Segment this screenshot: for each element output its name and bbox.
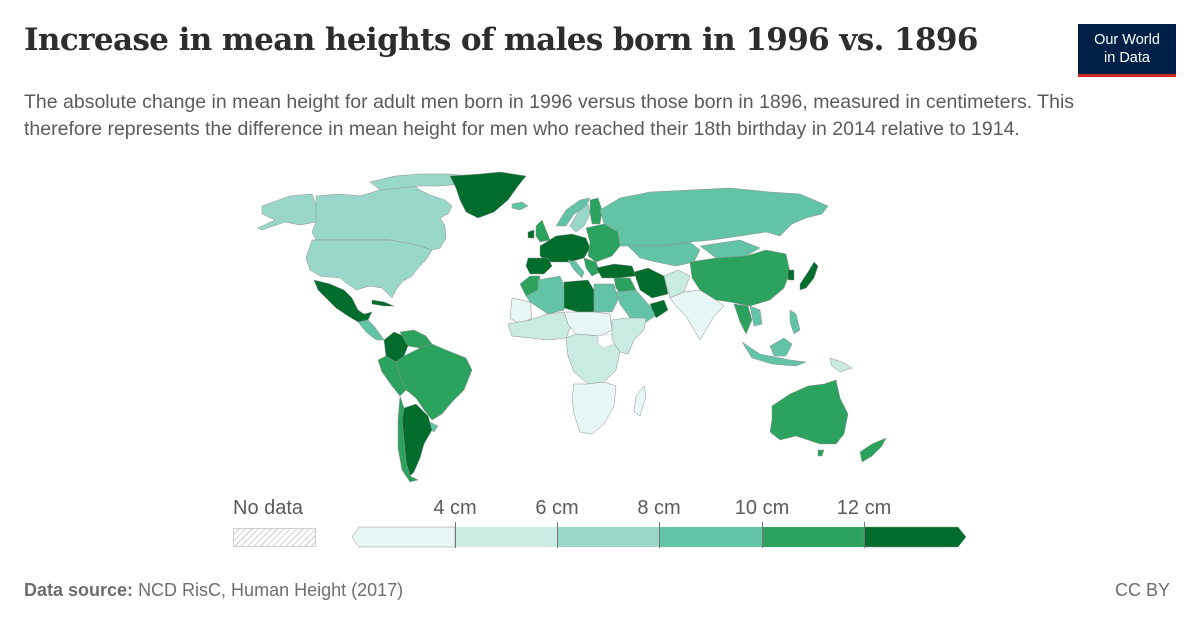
region-sahel-east[interactable] (563, 311, 613, 337)
region-philippines[interactable] (789, 309, 801, 335)
logo-line-2: in Data (1104, 50, 1150, 66)
logo-line-1: Our World (1094, 32, 1160, 48)
legend-label-4cm: 4 cm (433, 497, 477, 519)
region-iceland[interactable] (511, 201, 529, 211)
legend-bin-lt4[interactable] (351, 526, 456, 548)
legend-label-8cm: 8 cm (637, 497, 681, 519)
region-central-america[interactable] (357, 319, 385, 341)
region-indonesia[interactable] (741, 341, 807, 367)
region-greenland[interactable] (449, 171, 527, 219)
region-egypt[interactable] (593, 283, 619, 313)
legend-bin-10-12[interactable] (762, 527, 864, 547)
legend-tick-10 (762, 522, 763, 548)
legend-tick-12 (864, 522, 865, 548)
region-chile[interactable] (397, 395, 419, 483)
region-italy[interactable] (567, 259, 585, 279)
region-mexico[interactable] (313, 279, 373, 323)
legend-label-12cm: 12 cm (836, 497, 892, 519)
data-source: Data source: NCD RisC, Human Height (201… (24, 580, 403, 601)
chart-title: Increase in mean heights of males born i… (24, 22, 978, 58)
region-vietnam[interactable] (749, 305, 763, 327)
region-saudi-arabia[interactable] (615, 289, 659, 323)
data-source-link[interactable]: NCD RisC, Human Height (2017) (138, 580, 404, 600)
chart-subtitle: The absolute change in mean height for a… (24, 91, 1075, 140)
region-balkans[interactable] (583, 257, 601, 277)
license-link[interactable]: CC BY (1114, 580, 1170, 600)
legend-label-10cm: 10 cm (734, 497, 790, 519)
region-russia[interactable] (599, 187, 829, 247)
region-cuba[interactable] (371, 299, 395, 307)
region-ireland[interactable] (527, 229, 535, 239)
region-sweden[interactable] (569, 203, 591, 233)
region-madagascar[interactable] (633, 385, 647, 417)
region-papua-new-guinea[interactable] (829, 357, 853, 373)
region-alaska[interactable] (257, 193, 319, 231)
owid-logo[interactable]: Our World in Data (1078, 24, 1176, 77)
region-australia[interactable] (769, 379, 849, 445)
region-east-africa[interactable] (611, 317, 647, 355)
region-mongolia[interactable] (699, 239, 761, 259)
legend-bin-4-6[interactable] (455, 527, 557, 547)
region-norway[interactable] (555, 197, 591, 227)
region-southern-africa[interactable] (571, 381, 617, 435)
world-map (257, 171, 887, 483)
region-korea[interactable] (787, 269, 795, 281)
legend-bin-gt12[interactable] (863, 526, 967, 548)
color-scale-bar (351, 526, 967, 548)
region-south-sudan (597, 333, 615, 349)
region-west-africa[interactable] (507, 311, 573, 341)
region-brazil[interactable] (395, 343, 473, 421)
legend-bin-6-8[interactable] (557, 527, 659, 547)
legend-label-6cm: 6 cm (535, 497, 579, 519)
region-turkey[interactable] (595, 263, 637, 279)
region-china[interactable] (689, 249, 791, 307)
region-borneo[interactable] (769, 337, 793, 357)
legend-tick-6 (557, 522, 558, 548)
no-data-label: No data (233, 497, 304, 519)
region-libya[interactable] (563, 279, 595, 313)
region-southeast-asia[interactable] (733, 303, 753, 335)
region-japan[interactable] (799, 261, 819, 291)
region-new-zealand[interactable] (859, 437, 887, 463)
region-oman[interactable] (649, 299, 669, 319)
region-india[interactable] (669, 289, 725, 341)
data-source-label: Data source: (24, 580, 134, 600)
legend-tick-4 (455, 522, 456, 548)
legend-bin-8-10[interactable] (659, 527, 762, 547)
region-tasmania[interactable] (817, 449, 825, 457)
region-spain[interactable] (525, 257, 553, 275)
region-pakistan[interactable] (663, 269, 691, 299)
legend-tick-8 (659, 522, 660, 548)
region-united-states[interactable] (305, 239, 433, 299)
no-data-swatch[interactable] (233, 528, 316, 547)
region-finland[interactable] (589, 197, 603, 225)
region-iran[interactable] (633, 267, 669, 299)
region-uk[interactable] (535, 219, 551, 243)
